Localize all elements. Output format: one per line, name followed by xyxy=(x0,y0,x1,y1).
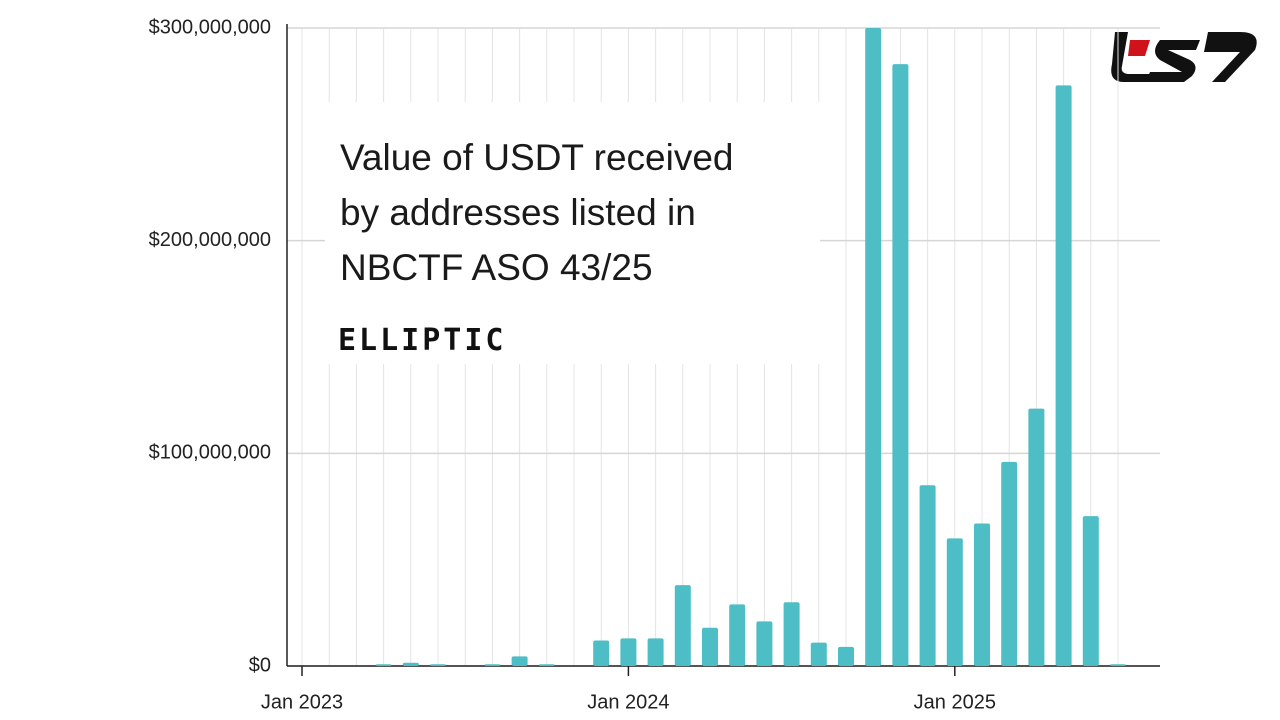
chart-title: NBCTF ASO 43/25 xyxy=(340,247,653,288)
bar xyxy=(538,664,555,666)
bar xyxy=(919,485,936,666)
bar xyxy=(375,664,392,666)
bar xyxy=(511,656,528,666)
x-tick-label: Jan 2023 xyxy=(261,691,343,713)
bar xyxy=(810,642,827,666)
x-tick-label: Jan 2025 xyxy=(914,691,996,713)
bar xyxy=(946,538,963,666)
y-tick-label: $200,000,000 xyxy=(149,229,271,251)
bar xyxy=(647,638,664,666)
bar xyxy=(674,585,691,666)
bar xyxy=(1028,408,1045,666)
bar xyxy=(1082,516,1099,666)
chart-title: Value of USDT received xyxy=(340,137,734,178)
bar xyxy=(974,523,990,666)
bar xyxy=(1055,85,1072,667)
brand-logo: ELLIPTIC xyxy=(338,323,507,358)
bar xyxy=(783,602,800,666)
bar xyxy=(892,64,909,667)
bar xyxy=(430,664,446,666)
bar xyxy=(620,638,637,666)
y-tick-label: $100,000,000 xyxy=(149,442,271,464)
bar xyxy=(702,627,718,666)
title-box xyxy=(325,102,820,364)
chart-title: by addresses listed in xyxy=(340,192,696,233)
bar xyxy=(756,621,773,666)
bar xyxy=(729,604,746,666)
bar xyxy=(402,662,419,666)
bar xyxy=(1001,461,1018,666)
watermark-logo xyxy=(1111,32,1257,82)
x-tick-label: Jan 2024 xyxy=(587,691,669,713)
bar xyxy=(1110,664,1126,666)
bar xyxy=(838,646,854,666)
bar xyxy=(484,664,501,666)
y-tick-label: $0 xyxy=(249,654,271,676)
bar xyxy=(593,640,610,666)
bar xyxy=(865,28,882,666)
y-tick-label: $300,000,000 xyxy=(149,16,271,38)
